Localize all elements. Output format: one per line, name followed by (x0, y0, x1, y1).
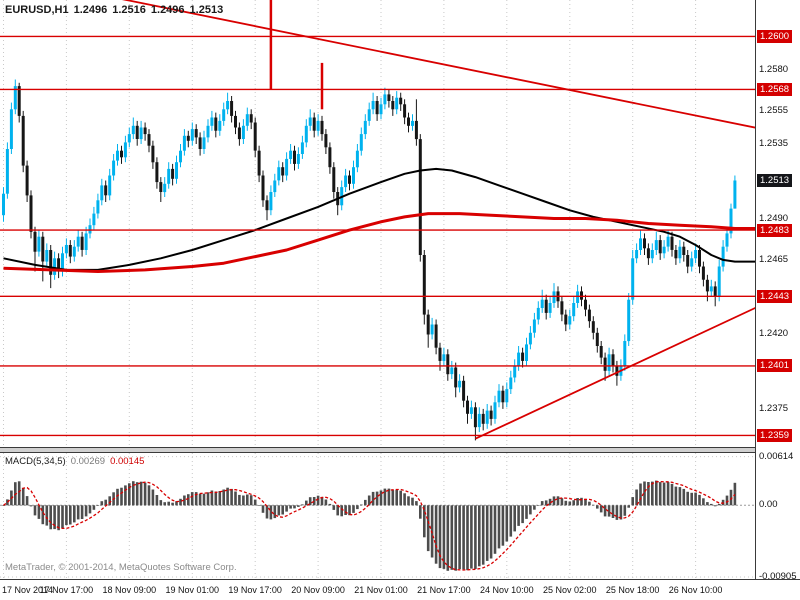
quote-open: 1.2496 (73, 4, 108, 16)
price-axis-label: 1.2580 (759, 63, 789, 75)
time-axis-label: 20 Nov 09:00 (291, 585, 345, 595)
macd-axis-label: -0.00905 (759, 571, 797, 583)
price-axis[interactable]: 1.2580 1.2555 1.2535 1.2490 1.2465 1.2420 1.23… (755, 0, 800, 582)
macd-axis-label: 0.00 (759, 499, 778, 511)
panel-resize-separator[interactable] (0, 447, 800, 453)
macd-grid-lines (0, 453, 755, 579)
time-axis-label: 18 Nov 09:00 (102, 585, 157, 595)
macd-histogram (2, 480, 737, 571)
macd-main-value: 0.00269 (70, 456, 106, 467)
macd-indicator-header: MACD(5,34,5) 0.00269 0.00145 (5, 456, 144, 467)
time-axis-label: 19 Nov 01:00 (165, 585, 220, 595)
price-axis-label: 1.2490 (759, 212, 789, 224)
macd-signal-line (3, 480, 736, 571)
macd-indicator-canvas[interactable] (0, 453, 755, 579)
time-axis-label: 17 Nov 17:00 (39, 585, 94, 595)
time-axis-label: 25 Nov 02:00 (542, 585, 597, 595)
macd-label: MACD(5,34,5) (5, 456, 66, 467)
price-axis-label: 1.2375 (759, 402, 789, 414)
trend-lines[interactable] (102, 0, 755, 440)
macd-signal-value: 0.00145 (110, 456, 145, 467)
price-axis-label: 1.2465 (759, 253, 789, 265)
current-price-badge: 1.2513 (757, 173, 793, 187)
macd-axis-label: 0.00614 (759, 450, 794, 462)
price-level-badge: 1.2600 (757, 29, 793, 43)
time-axis[interactable]: 17 Nov 2014 17 Nov 17:00 18 Nov 09:00 19 No… (0, 579, 800, 600)
fast-ma-line (3, 212, 755, 273)
price-level-badge: 1.2568 (757, 82, 793, 96)
time-axis-label: 25 Nov 18:00 (605, 585, 660, 595)
symbol-ohlc-header: EURUSD,H1 1.2496 1.2516 1.2496 1.2513 (5, 4, 228, 16)
price-level-badge: 1.2483 (757, 223, 793, 237)
candles (2, 79, 737, 441)
time-axis-label: 21 Nov 01:00 (354, 585, 408, 595)
time-axis-label: 19 Nov 17:00 (228, 585, 282, 595)
metatrader-copyright-watermark: MetaTrader, © 2001-2014, MetaQuotes Soft… (5, 562, 237, 573)
quote-low: 1.2496 (150, 4, 185, 16)
price-level-badge: 1.2443 (757, 289, 793, 303)
price-axis-label: 1.2535 (759, 138, 789, 150)
time-axis-label: 17 Nov 2014 (2, 585, 54, 595)
grid-lines (3, 0, 697, 447)
time-axis-label: 26 Nov 10:00 (668, 585, 723, 595)
price-level-badge: 1.2401 (757, 359, 793, 373)
price-level-badge: 1.2359 (757, 428, 793, 442)
symbol-label: EURUSD,H1 (5, 4, 69, 16)
candlestick-chart-canvas[interactable] (0, 0, 755, 447)
price-axis-label: 1.2555 (759, 104, 789, 116)
time-axis-label: 21 Nov 17:00 (417, 585, 471, 595)
quote-close: 1.2513 (189, 4, 224, 16)
price-axis-label: 1.2420 (759, 328, 789, 340)
quote-high: 1.2516 (112, 4, 146, 16)
time-axis-label: 24 Nov 10:00 (480, 585, 534, 595)
slow-ma-line (3, 167, 755, 271)
